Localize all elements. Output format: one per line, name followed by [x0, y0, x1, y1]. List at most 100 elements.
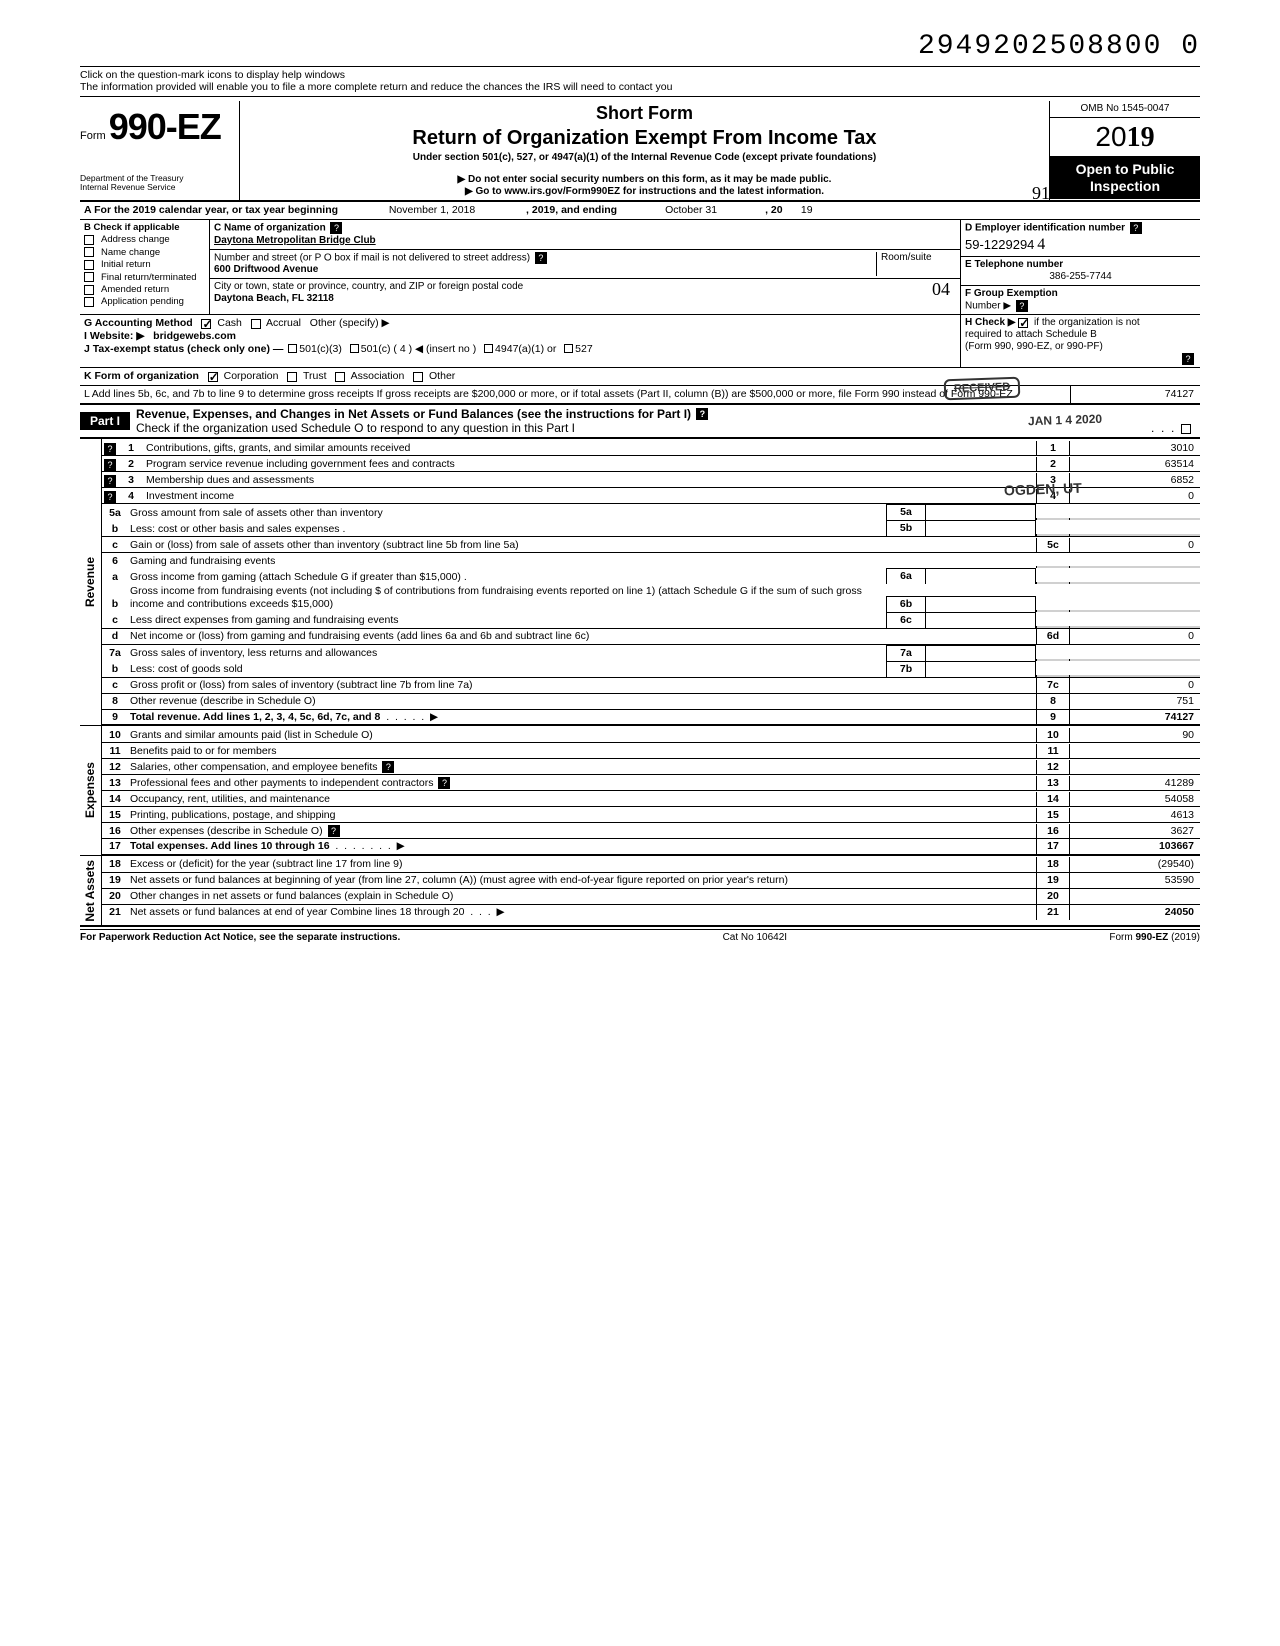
f-label: F Group Exemption — [965, 288, 1058, 299]
lv1: 3010 — [1070, 441, 1200, 456]
lc16: 16 — [1036, 824, 1070, 839]
city-label: City or town, state or province, country… — [214, 281, 523, 292]
help-note-line2: The information provided will enable you… — [80, 81, 1200, 94]
form-header: Form 990-EZ Department of the Treasury I… — [80, 101, 1200, 203]
revenue-label: Revenue — [81, 553, 99, 611]
chk-4947[interactable] — [484, 344, 493, 353]
c-label: C Name of organization — [214, 223, 326, 234]
hand-4: 4 — [1037, 236, 1045, 253]
g-label: G Accounting Method — [84, 317, 193, 329]
opt-trust: Trust — [303, 370, 327, 382]
lc17: 17 — [1036, 839, 1070, 854]
row-k: K Form of organization Corporation Trust… — [80, 368, 1200, 386]
help-icon[interactable]: ? — [535, 252, 547, 264]
e-label: E Telephone number — [965, 259, 1063, 270]
lv7c: 0 — [1070, 678, 1200, 693]
shv5b — [1070, 534, 1200, 536]
ln7b: b — [102, 662, 128, 677]
opt-4947: 4947(a)(1) or — [495, 343, 556, 355]
d-label: D Employer identification number — [965, 223, 1125, 234]
lt12: Salaries, other compensation, and employ… — [130, 761, 377, 773]
chk-501c3[interactable] — [288, 344, 297, 353]
sc6b: 6b — [886, 596, 926, 612]
sub-ssn: ▶ Do not enter social security numbers o… — [244, 174, 1045, 186]
chk-other-k[interactable] — [413, 372, 423, 382]
lt5b: Less: cost or other basis and sales expe… — [128, 522, 886, 537]
ln19: 19 — [102, 873, 128, 888]
lt11: Benefits paid to or for members — [128, 744, 1036, 759]
chk-name[interactable] — [84, 247, 94, 257]
ln13: 13 — [102, 776, 128, 791]
ln18: 18 — [102, 857, 128, 872]
lv15: 4613 — [1070, 808, 1200, 823]
chk-address[interactable] — [84, 235, 94, 245]
sc5b: 5b — [886, 520, 926, 536]
expenses-section: Expenses 10Grants and similar amounts pa… — [80, 725, 1200, 855]
website: bridgewebs.com — [153, 330, 236, 342]
row-a-label: A For the 2019 calendar year, or tax yea… — [80, 203, 342, 218]
chk-initial[interactable] — [84, 260, 94, 270]
lc12: 12 — [1036, 760, 1070, 775]
sv6c — [926, 612, 1036, 628]
h-text2: required to attach Schedule B — [965, 329, 1196, 341]
ln2: 2 — [118, 457, 144, 472]
part1-header: Part I Revenue, Expenses, and Changes in… — [80, 405, 1200, 439]
lv12 — [1070, 772, 1200, 774]
lt6a: Gross income from gaming (attach Schedul… — [128, 570, 886, 585]
chk-527[interactable] — [564, 344, 573, 353]
help-icon[interactable]: ? — [382, 761, 394, 773]
sc5a: 5a — [886, 504, 926, 520]
chk-cash[interactable] — [201, 319, 211, 329]
k-label: K Form of organization — [84, 370, 199, 382]
help-icon[interactable]: ? — [696, 408, 708, 420]
help-note-line1: Click on the question-mark icons to disp… — [80, 69, 1200, 82]
lc7c: 7c — [1036, 678, 1070, 693]
help-icon[interactable]: ? — [328, 825, 340, 837]
lt1: Contributions, gifts, grants, and simila… — [144, 441, 1036, 456]
help-icon[interactable]: ? — [104, 459, 116, 471]
chk-trust[interactable] — [287, 372, 297, 382]
shv6 — [1070, 566, 1200, 568]
help-icon[interactable]: ? — [1130, 222, 1142, 234]
lt5a: Gross amount from sale of assets other t… — [128, 506, 886, 521]
org-addr: 600 Driftwood Avenue — [214, 264, 318, 275]
chk-assoc[interactable] — [335, 372, 345, 382]
footer-right: Form 990-EZ (2019) — [1109, 932, 1200, 944]
chk-schedO[interactable] — [1181, 424, 1191, 434]
help-icon[interactable]: ? — [330, 222, 342, 234]
lt8: Other revenue (describe in Schedule O) — [128, 694, 1036, 709]
chk-amended[interactable] — [84, 285, 94, 295]
help-icon[interactable]: ? — [104, 443, 116, 455]
help-icon[interactable]: ? — [1182, 353, 1194, 365]
help-icon[interactable]: ? — [104, 491, 116, 503]
row-a-begin: November 1, 2018 — [342, 203, 522, 218]
col-c: C Name of organization ? Daytona Metropo… — [210, 220, 960, 314]
l-text: L Add lines 5b, 6c, and 7b to line 9 to … — [80, 386, 1070, 403]
lt18: Excess or (deficit) for the year (subtra… — [128, 857, 1036, 872]
lc2: 2 — [1036, 457, 1070, 472]
sc6c: 6c — [886, 612, 926, 628]
ln5b: b — [102, 522, 128, 537]
lt14: Occupancy, rent, utilities, and maintena… — [128, 792, 1036, 807]
chk-final[interactable] — [84, 272, 94, 282]
chk-501c[interactable] — [350, 344, 359, 353]
chk-accrual[interactable] — [251, 319, 261, 329]
chk-h[interactable] — [1018, 318, 1028, 328]
row-a-yr-prefix: , 20 — [761, 203, 787, 218]
col-b-hdr: B Check if applicable — [84, 222, 205, 233]
ln10: 10 — [102, 728, 128, 743]
opt-name: Name change — [101, 247, 160, 258]
sv6a — [926, 568, 1036, 584]
sv6b — [926, 596, 1036, 612]
hand-04: 04 — [932, 279, 950, 301]
chk-pending[interactable] — [84, 297, 94, 307]
ln1: 1 — [118, 441, 144, 456]
opt-501c: 501(c) ( 4 ) ◀ (insert no ) — [361, 343, 476, 355]
help-icon[interactable]: ? — [104, 475, 116, 487]
ln7c: c — [102, 678, 128, 693]
lc13: 13 — [1036, 776, 1070, 791]
chk-corp[interactable] — [208, 372, 218, 382]
help-icon[interactable]: ? — [438, 777, 450, 789]
help-icon[interactable]: ? — [1016, 300, 1028, 312]
col-d: D Employer identification number ? 59-12… — [960, 220, 1200, 314]
